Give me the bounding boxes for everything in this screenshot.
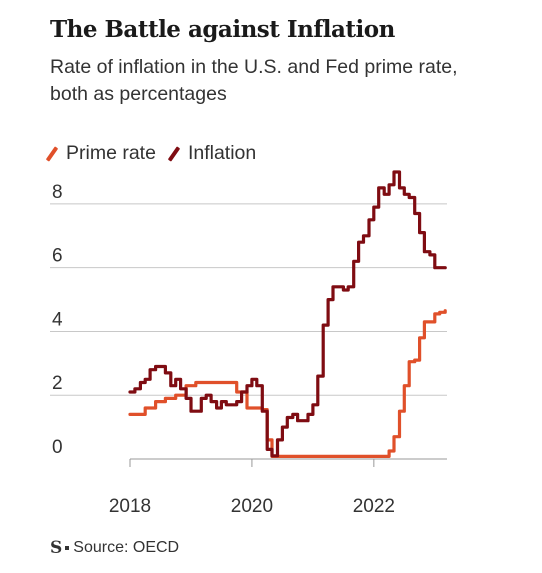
series-line-prime-rate bbox=[128, 309, 447, 458]
source-line: S Source: OECD bbox=[50, 538, 179, 558]
legend-item-prime-rate: Prime rate bbox=[45, 142, 156, 165]
legend-swatch-prime-rate bbox=[45, 145, 59, 162]
publisher-logo: S bbox=[50, 538, 63, 558]
x-tick-label-2018: 2018 bbox=[109, 496, 151, 517]
chart-subtitle: Rate of inflation in the U.S. and Fed pr… bbox=[50, 56, 458, 105]
y-tick-label-6: 6 bbox=[52, 246, 63, 267]
source-text: Source: OECD bbox=[73, 539, 180, 556]
chart-legend: Prime rate Inflation bbox=[45, 142, 272, 165]
legend-label-prime-rate: Prime rate bbox=[66, 142, 156, 164]
legend-swatch-inflation bbox=[167, 145, 181, 162]
x-tick-label-2020: 2020 bbox=[231, 496, 273, 517]
line-chart: 0 2 4 6 8 2018 2020 2022 bbox=[50, 170, 447, 517]
y-tick-label-2: 2 bbox=[52, 373, 63, 394]
separator-dot bbox=[65, 546, 70, 550]
y-tick-label-4: 4 bbox=[52, 309, 63, 330]
series-line-inflation bbox=[128, 170, 447, 458]
chart-title: The Battle against Inflation bbox=[50, 16, 395, 43]
y-tick-label-8: 8 bbox=[52, 182, 63, 203]
x-tick-label-2022: 2022 bbox=[353, 496, 395, 517]
y-tick-label-0: 0 bbox=[52, 437, 63, 458]
legend-label-inflation: Inflation bbox=[187, 142, 257, 164]
legend-item-inflation: Inflation bbox=[167, 142, 257, 165]
